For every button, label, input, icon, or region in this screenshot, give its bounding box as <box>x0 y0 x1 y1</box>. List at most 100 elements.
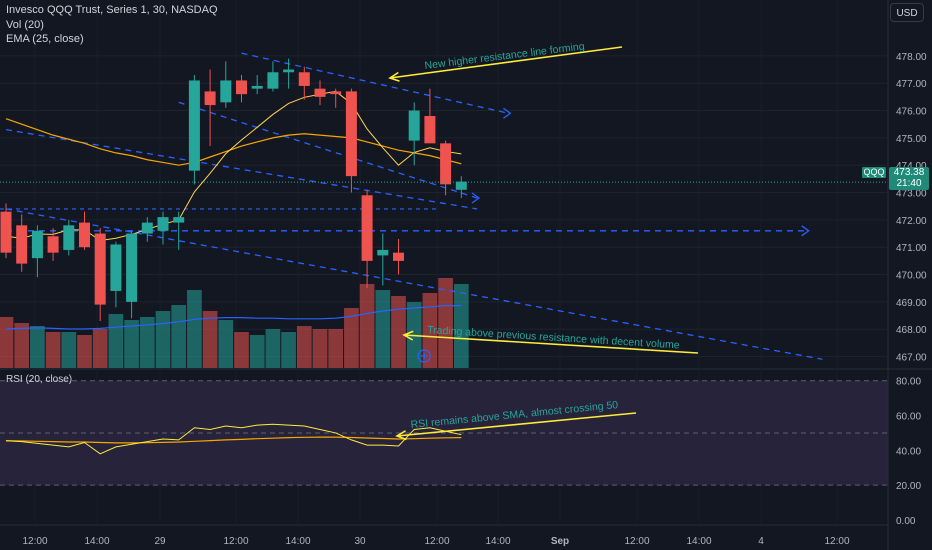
price-tick-label: 470.00 <box>896 271 927 282</box>
candle-body <box>283 69 295 73</box>
time-tick-label: 30 <box>354 536 366 547</box>
candle-body <box>0 211 12 253</box>
time-tick-label: 14:00 <box>686 536 711 547</box>
price-tick-label: 468.00 <box>896 325 927 336</box>
volume-legend: Vol (20) <box>6 19 44 31</box>
candle-body <box>220 80 232 103</box>
volume-bar <box>92 329 108 368</box>
volume-bar <box>14 323 30 368</box>
time-tick-label: 29 <box>154 536 166 547</box>
volume-bar <box>108 314 124 368</box>
time-tick-label: 12:00 <box>22 536 47 547</box>
candle-body <box>204 91 216 106</box>
resistance-annotation-arrow <box>389 46 623 79</box>
volume-bar <box>296 326 312 368</box>
rsi-line <box>5 423 462 455</box>
candle-body <box>63 225 75 250</box>
time-tick-label: 12:00 <box>223 536 248 547</box>
rsi-tick-label: 0.00 <box>896 516 916 527</box>
last-price: 473.38 <box>893 167 925 178</box>
volume-bar <box>61 332 77 368</box>
candle-body <box>236 80 247 95</box>
symbol-label: QQQ <box>862 167 886 178</box>
candle-body <box>94 233 106 305</box>
candle-body <box>16 225 28 264</box>
candle-body <box>314 88 326 97</box>
trendline <box>178 101 478 199</box>
trendline-arrowhead <box>471 192 481 204</box>
rsi-tick-label: 40.00 <box>896 446 921 457</box>
time-tick-label: 4 <box>758 536 764 547</box>
volume-bar <box>218 320 234 368</box>
rsi-legend: RSI (20, close) <box>6 374 73 385</box>
ema-legend: EMA (25, close) <box>6 33 84 45</box>
ema-line <box>5 118 462 166</box>
trendline <box>241 52 509 114</box>
trendline-arrowhead <box>503 107 512 119</box>
currency-button[interactable]: USD <box>890 3 924 22</box>
rsi-tick-label: 80.00 <box>896 377 921 388</box>
bar-countdown: 21:40 <box>896 178 922 189</box>
volume-bar <box>344 308 359 368</box>
volume-bar <box>265 329 281 368</box>
trendline-arrowhead <box>801 225 810 237</box>
price-tick-label: 478.00 <box>896 52 927 63</box>
candle-body <box>361 195 373 261</box>
volume-bar <box>249 335 265 368</box>
rsi-tick-label: 60.00 <box>896 412 921 423</box>
time-tick-label: 12:00 <box>624 536 649 547</box>
volume-bar <box>281 332 296 368</box>
time-tick-label: 12:00 <box>824 536 849 547</box>
volume-bar <box>202 311 218 368</box>
price-tick-label: 472.00 <box>896 216 927 227</box>
rsi-annotation-arrow <box>396 412 637 437</box>
volume-bar <box>438 278 453 368</box>
price-tick-label: 469.00 <box>896 298 927 309</box>
candle-body <box>377 249 389 256</box>
time-tick-label: 14:00 <box>84 536 109 547</box>
candle-body <box>251 85 263 89</box>
candle-body <box>440 143 452 185</box>
volume-bar <box>312 329 328 368</box>
volume-bar <box>187 290 202 368</box>
price-tick-label: 477.00 <box>896 79 927 90</box>
volume-bar <box>30 326 45 368</box>
add-alert-icon <box>417 349 431 363</box>
volume-annotation-arrow-head <box>402 330 414 341</box>
candle-body <box>424 116 436 144</box>
volume-bar <box>171 305 187 368</box>
candle-body <box>188 80 200 171</box>
price-tick-label: 467.00 <box>896 353 927 364</box>
candle-body <box>173 217 185 223</box>
volume-bar <box>45 332 61 368</box>
candle-body <box>330 91 342 95</box>
volume-ma-line <box>5 305 462 330</box>
time-tick-label: Sep <box>551 536 569 547</box>
volume-bar <box>359 284 375 368</box>
price-tick-label: 475.00 <box>896 134 927 145</box>
price-tick-label: 476.00 <box>896 107 927 118</box>
candle-body <box>455 181 467 190</box>
volume-bar <box>155 311 171 368</box>
volume-bar <box>77 335 92 368</box>
volume-bar <box>234 332 249 368</box>
candle-body <box>47 236 59 253</box>
candle-body <box>298 72 310 86</box>
volume-bar <box>139 317 155 368</box>
resistance-annotation-arrow-head <box>388 71 400 82</box>
last-price-tag: 473.38 21:40 <box>889 167 929 190</box>
candle-body <box>345 91 357 177</box>
volume-bar <box>0 317 14 368</box>
candle-body <box>141 222 153 234</box>
volume-bar <box>422 293 438 368</box>
candle-body <box>267 72 279 89</box>
volume-bar <box>124 320 139 368</box>
candle-body <box>110 244 122 291</box>
time-tick-label: 14:00 <box>285 536 310 547</box>
candle-body <box>408 110 420 141</box>
candle-body <box>31 230 43 259</box>
volume-bar <box>375 290 391 368</box>
candle-body <box>126 233 138 302</box>
time-tick-label: 14:00 <box>485 536 510 547</box>
